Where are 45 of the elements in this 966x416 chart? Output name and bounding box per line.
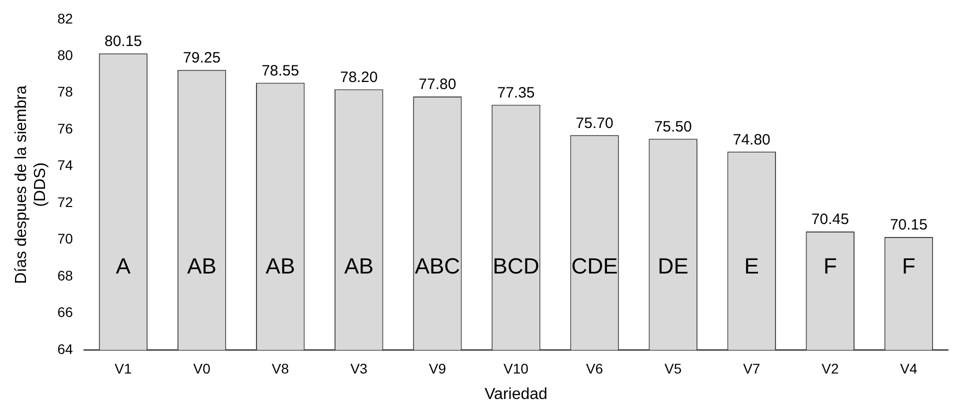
x-tick-label: V0 xyxy=(193,360,211,376)
y-tick-label: 76 xyxy=(57,120,74,136)
y-tick-label: 70 xyxy=(57,230,74,247)
x-tick-label: V5 xyxy=(664,360,682,376)
data-label: 74.80 xyxy=(732,131,770,148)
y-tick-label: 64 xyxy=(57,340,74,357)
data-label: 75.70 xyxy=(576,114,614,132)
annotation: E xyxy=(744,253,759,278)
y-axis-title: Días despues de la siembra (DDS) xyxy=(13,85,50,284)
y-tick-label: 82 xyxy=(57,10,74,26)
annotation: DE xyxy=(658,253,688,278)
data-label: 78.55 xyxy=(262,62,300,80)
x-tick-label: V4 xyxy=(900,360,918,376)
x-axis-title: Variedad xyxy=(484,386,548,403)
data-label: 78.20 xyxy=(340,68,378,86)
y-tick-label: 72 xyxy=(57,194,74,210)
x-tick-label: V9 xyxy=(428,360,446,376)
data-label: 77.35 xyxy=(497,84,535,102)
x-tick-label: V10 xyxy=(504,360,529,376)
y-tick-label: 74 xyxy=(57,157,74,174)
annotation: F xyxy=(823,253,837,278)
data-label: 70.15 xyxy=(890,216,928,234)
x-tick-label: V7 xyxy=(743,360,760,376)
annotation: AB xyxy=(187,253,216,278)
data-label: 77.80 xyxy=(418,76,456,94)
y-tick-label: 68 xyxy=(57,267,74,284)
annotation: AB xyxy=(344,253,374,278)
x-tick-label: V2 xyxy=(822,360,839,376)
data-label: 70.45 xyxy=(811,211,849,228)
annotation: CDE xyxy=(571,253,618,278)
y-tick-label: 80 xyxy=(57,46,74,63)
y-tick-label: 66 xyxy=(57,304,74,320)
x-tick-label: V3 xyxy=(350,360,368,376)
x-tick-label: V1 xyxy=(114,360,132,376)
data-label: 75.50 xyxy=(654,118,692,136)
data-label: 79.25 xyxy=(183,50,221,67)
annotation: BCD xyxy=(492,253,540,278)
data-label: 80.15 xyxy=(104,33,142,50)
y-tick-label: 78 xyxy=(57,84,74,100)
annotation: A xyxy=(116,253,131,278)
annotation: ABC xyxy=(414,253,460,278)
annotation: AB xyxy=(266,253,296,278)
x-tick-label: V8 xyxy=(272,360,290,376)
annotation: F xyxy=(902,253,916,278)
x-tick-label: V6 xyxy=(586,360,604,376)
